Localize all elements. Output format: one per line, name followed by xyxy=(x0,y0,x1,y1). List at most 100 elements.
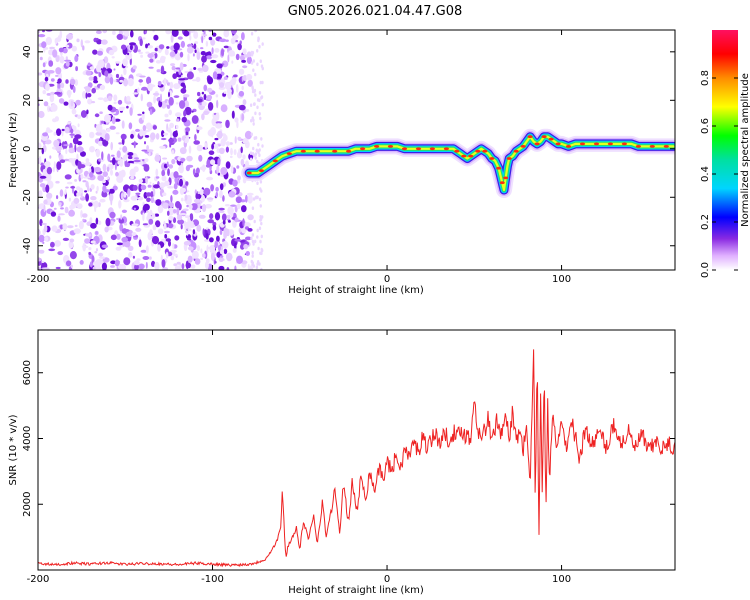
colorbar-tick-label: 0.8 xyxy=(700,70,711,86)
noise-speckle xyxy=(62,237,69,241)
noise-speckle xyxy=(150,132,156,141)
noise-speckle xyxy=(234,265,237,270)
track-peak xyxy=(555,142,561,146)
track-peak xyxy=(635,145,642,148)
noise-speckle xyxy=(91,101,96,104)
noise-speckle xyxy=(157,80,162,87)
noise-speckle xyxy=(240,158,245,166)
noise-speckle xyxy=(208,246,212,250)
noise-speckle xyxy=(127,155,133,160)
noise-speckle xyxy=(214,137,219,141)
noise-speckle xyxy=(56,161,62,170)
noise-speckle xyxy=(108,188,115,194)
noise-speckle xyxy=(165,251,169,259)
noise-speckle xyxy=(117,264,123,270)
noise-speckle xyxy=(95,37,99,41)
noise-speckle xyxy=(140,54,144,58)
noise-speckle xyxy=(119,147,122,150)
noise-speckle xyxy=(38,142,42,150)
noise-speckle xyxy=(174,52,182,61)
noise-speckle xyxy=(110,265,115,268)
y-tick-label: 6000 xyxy=(22,360,33,385)
noise-speckle xyxy=(205,55,213,60)
noise-speckle xyxy=(254,72,257,77)
noise-speckle xyxy=(64,189,67,195)
noise-speckle xyxy=(241,113,245,122)
noise-speckle xyxy=(172,217,177,224)
noise-speckle xyxy=(122,58,128,67)
noise-speckle xyxy=(157,244,161,252)
noise-speckle xyxy=(80,110,87,118)
noise-speckle xyxy=(84,40,91,44)
noise-speckle xyxy=(141,149,148,152)
noise-speckle xyxy=(41,260,45,263)
track-peak xyxy=(621,142,628,146)
noise-speckle xyxy=(261,42,264,46)
spectrogram-noise xyxy=(38,30,264,270)
noise-speckle xyxy=(246,56,252,64)
noise-speckle xyxy=(219,255,224,258)
snr-series-line xyxy=(38,349,675,568)
noise-speckle xyxy=(237,43,242,51)
noise-speckle xyxy=(169,81,174,89)
noise-speckle xyxy=(170,129,173,139)
noise-speckle xyxy=(200,47,204,50)
noise-speckle xyxy=(44,76,49,82)
noise-speckle xyxy=(163,132,169,136)
noise-speckle xyxy=(176,207,180,216)
noise-speckle xyxy=(243,243,249,250)
noise-speckle xyxy=(127,152,134,156)
noise-speckle xyxy=(233,149,237,156)
noise-speckle xyxy=(164,230,170,234)
noise-speckle xyxy=(183,94,190,98)
noise-speckle xyxy=(65,61,70,67)
noise-speckle xyxy=(80,193,83,199)
noise-speckle xyxy=(222,195,225,202)
noise-speckle xyxy=(176,261,181,265)
noise-speckle xyxy=(167,168,170,177)
noise-speckle xyxy=(96,185,99,192)
noise-speckle xyxy=(144,30,148,34)
noise-speckle xyxy=(49,94,55,103)
noise-speckle xyxy=(186,46,194,54)
noise-speckle xyxy=(162,56,166,60)
noise-speckle xyxy=(145,176,149,185)
noise-speckle xyxy=(160,100,167,109)
noise-speckle xyxy=(155,60,161,64)
spectrogram-panel: -200 -100 0 100 40 20 0 -20 -40 Height of strai… xyxy=(8,29,676,296)
noise-speckle xyxy=(63,101,69,106)
noise-speckle xyxy=(260,247,263,252)
noise-speckle xyxy=(145,245,149,254)
noise-speckle xyxy=(125,51,133,60)
noise-speckle xyxy=(44,47,49,50)
noise-speckle xyxy=(133,159,141,163)
noise-speckle xyxy=(258,91,262,95)
noise-speckle xyxy=(45,83,50,92)
noise-speckle xyxy=(39,175,47,179)
noise-speckle xyxy=(205,164,211,168)
noise-speckle xyxy=(252,68,255,72)
noise-speckle xyxy=(65,186,69,189)
noise-speckle xyxy=(55,180,60,184)
spectrogram-frame xyxy=(37,29,676,271)
noise-speckle xyxy=(127,245,134,251)
noise-speckle xyxy=(195,167,200,175)
noise-speckle xyxy=(250,259,253,264)
noise-speckle xyxy=(138,239,142,248)
noise-speckle xyxy=(184,194,188,201)
noise-speckle xyxy=(186,155,193,162)
noise-speckle xyxy=(166,161,169,167)
noise-speckle xyxy=(118,217,125,224)
noise-speckle xyxy=(82,180,87,183)
noise-speckle xyxy=(94,113,100,118)
noise-speckle xyxy=(256,49,259,53)
noise-speckle xyxy=(179,100,186,109)
track-peak xyxy=(374,145,380,148)
noise-speckle xyxy=(256,105,259,110)
noise-speckle xyxy=(242,65,248,69)
noise-speckle xyxy=(38,156,42,165)
chart-title: GN05.2026.021.04.47.G08 xyxy=(288,4,463,19)
noise-speckle xyxy=(125,100,132,105)
noise-speckle xyxy=(224,82,232,90)
noise-speckle xyxy=(238,228,242,233)
